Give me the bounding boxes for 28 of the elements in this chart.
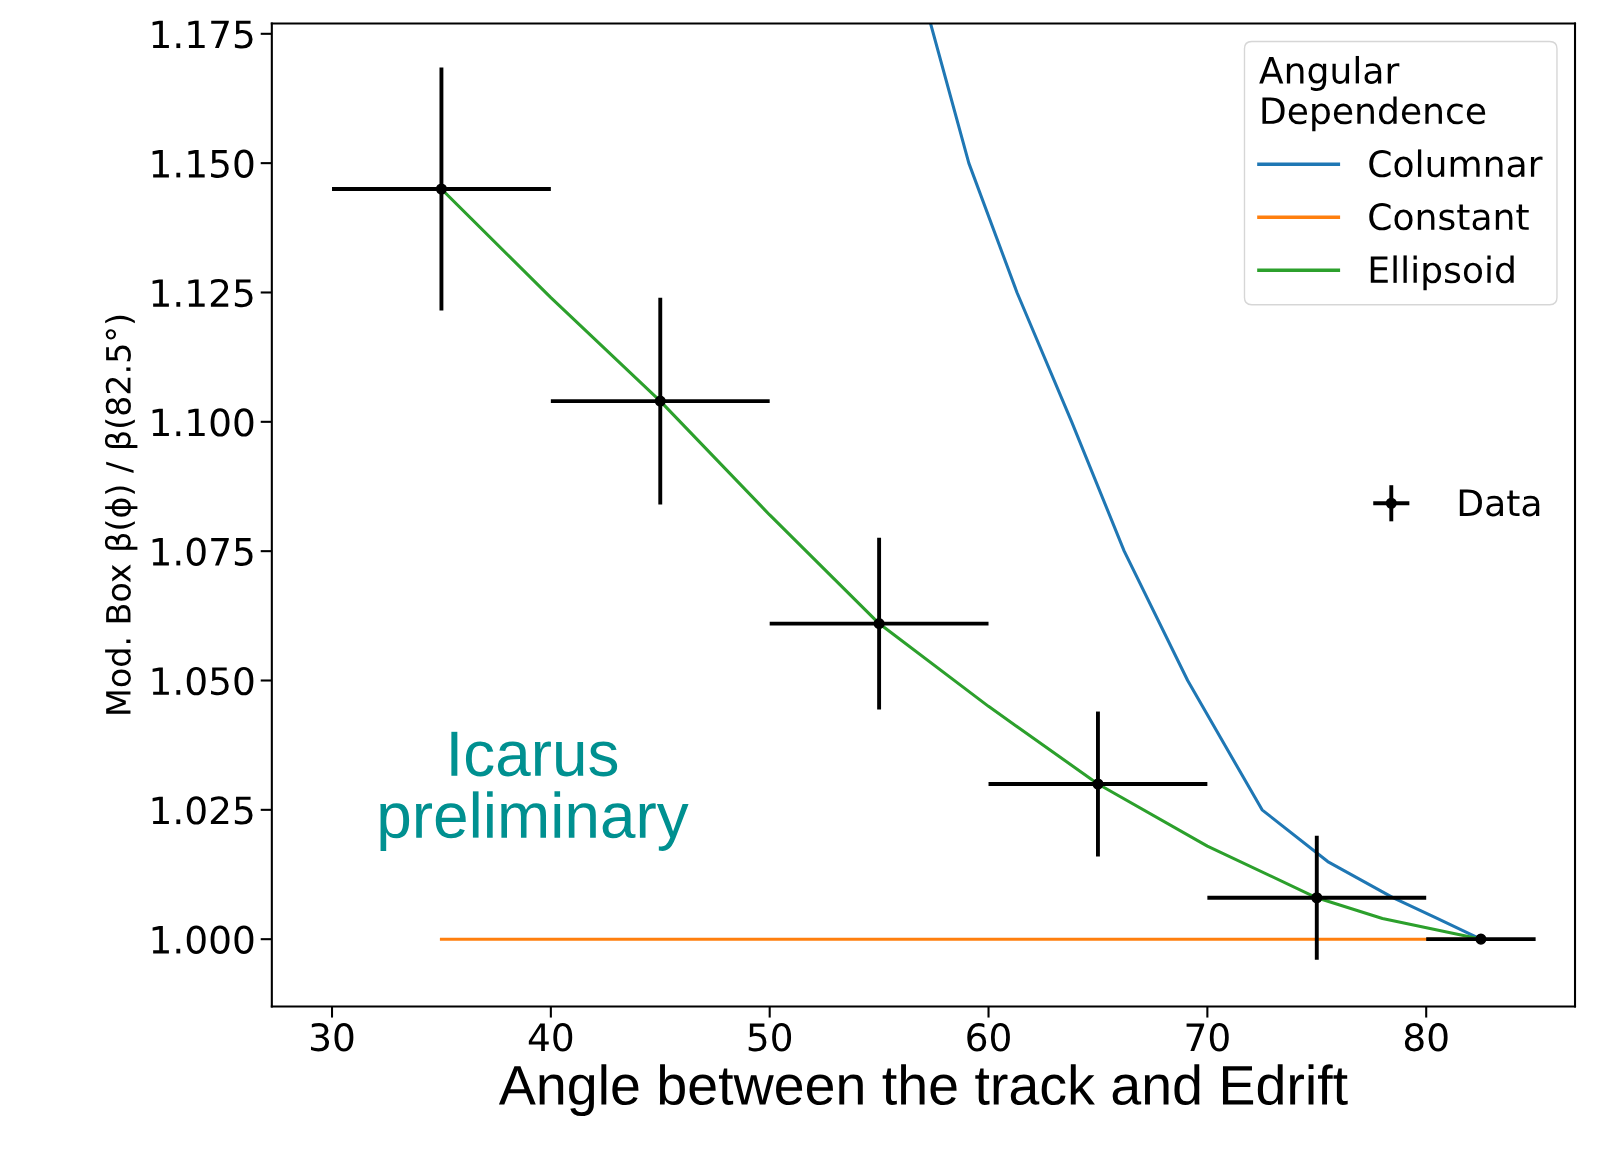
x-tick-label: 80 xyxy=(1404,1023,1448,1052)
y-tick-label: 1.050 xyxy=(152,666,254,696)
y-axis-title: Mod. Box β(ϕ) / β(82.5°) xyxy=(104,315,138,714)
x-tick-label: 30 xyxy=(311,1023,354,1052)
legend-label: Ellipsoid xyxy=(1370,255,1514,291)
x-tick-label: 70 xyxy=(1186,1023,1229,1052)
x-axis-title: Angle between the track and Edrift xyxy=(498,1064,1348,1117)
y-tick-label: 1.175 xyxy=(152,20,253,49)
y-tick-label: 1.100 xyxy=(152,408,254,437)
point xyxy=(1311,892,1323,904)
y-tick-label: 1.150 xyxy=(152,149,254,178)
x-tick-label: 50 xyxy=(748,1023,792,1052)
x-tick-label: 40 xyxy=(528,1023,573,1052)
point xyxy=(654,395,666,407)
legend-label: Columnar xyxy=(1369,149,1543,178)
point xyxy=(873,618,885,630)
y-tick-label: 1.025 xyxy=(152,796,253,825)
y-tick-label: 1.125 xyxy=(152,278,253,308)
annotation: Icarus preliminary xyxy=(380,731,689,851)
point xyxy=(1475,933,1487,945)
legend-title: Angular Dependence xyxy=(1259,55,1486,132)
legend-label: Data xyxy=(1459,489,1540,517)
legend-label: Constant xyxy=(1369,203,1529,231)
point xyxy=(1092,778,1104,790)
point xyxy=(435,183,447,195)
x-tick-label: 60 xyxy=(967,1023,1010,1052)
y-tick-label: 1.075 xyxy=(152,537,253,566)
y-tick-label: 1.000 xyxy=(152,925,254,954)
